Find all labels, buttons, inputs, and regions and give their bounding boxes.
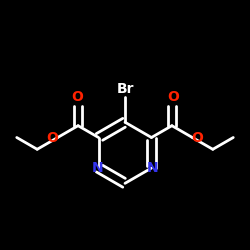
Text: Br: Br: [116, 82, 134, 96]
Text: N: N: [147, 161, 159, 175]
Text: O: O: [167, 90, 179, 104]
Text: N: N: [91, 161, 103, 175]
Text: O: O: [71, 90, 83, 104]
Text: O: O: [47, 130, 58, 144]
Text: O: O: [192, 130, 203, 144]
